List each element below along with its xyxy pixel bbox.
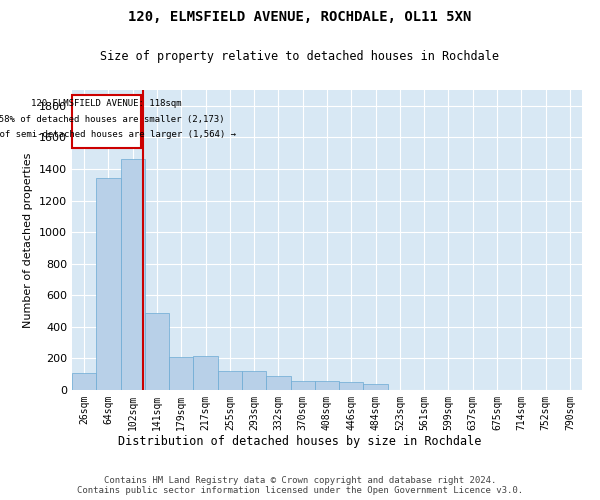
Text: 41% of semi-detached houses are larger (1,564) →: 41% of semi-detached houses are larger (…	[0, 130, 236, 139]
Text: Size of property relative to detached houses in Rochdale: Size of property relative to detached ho…	[101, 50, 499, 63]
FancyBboxPatch shape	[72, 94, 142, 148]
Bar	[315, 382, 339, 390]
Bar	[290, 380, 315, 390]
Text: Contains HM Land Registry data © Crown copyright and database right 2024.
Contai: Contains HM Land Registry data © Crown c…	[77, 476, 523, 495]
Bar	[266, 376, 290, 390]
Bar	[193, 356, 218, 390]
Y-axis label: Number of detached properties: Number of detached properties	[23, 152, 34, 328]
Text: 120, ELMSFIELD AVENUE, ROCHDALE, OL11 5XN: 120, ELMSFIELD AVENUE, ROCHDALE, OL11 5X…	[128, 10, 472, 24]
Bar	[145, 312, 169, 390]
Bar	[339, 382, 364, 390]
Bar	[121, 160, 145, 390]
Bar	[72, 372, 96, 390]
Bar	[218, 371, 242, 390]
Text: 120 ELMSFIELD AVENUE: 118sqm: 120 ELMSFIELD AVENUE: 118sqm	[31, 100, 182, 108]
Text: Distribution of detached houses by size in Rochdale: Distribution of detached houses by size …	[118, 435, 482, 448]
Bar	[169, 357, 193, 390]
Bar	[96, 178, 121, 390]
Text: ← 58% of detached houses are smaller (2,173): ← 58% of detached houses are smaller (2,…	[0, 115, 225, 124]
Bar	[242, 371, 266, 390]
Bar	[364, 384, 388, 390]
